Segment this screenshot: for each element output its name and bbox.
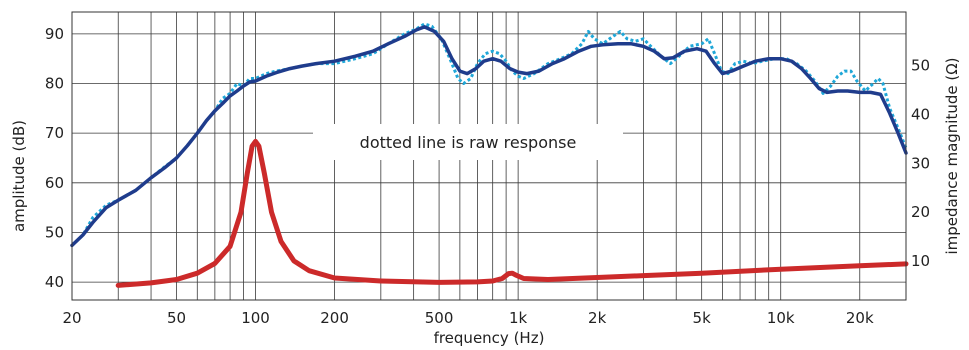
y-tick-label: 60 [45,174,64,192]
y-axis-title: amplitude (dB) [10,120,28,232]
x-tick-label: 1k [509,309,528,327]
y-tick-label: 80 [45,75,64,93]
y2-tick-label: 40 [911,106,930,124]
x-tick-label: 500 [425,309,454,327]
y2-tick-label: 30 [911,154,930,172]
x-tick-label: 50 [167,309,186,327]
x-tick-label: 10k [767,309,795,327]
x-tick-label: 5k [693,309,712,327]
series-line-2 [115,138,909,288]
annotation-text: dotted line is raw response [360,133,577,152]
y2-tick-label: 10 [911,252,930,270]
x-tick-label: 200 [320,309,349,327]
series-line-1 [70,25,908,248]
y2-tick-label: 50 [911,57,930,75]
x-tick-label: 20 [62,309,81,327]
tick-labels: 20 50 100 200 500 1k 2k 5k 10k 20k 40 50 60 70 80 90 10 2… [45,25,930,327]
x-tick-label: 2k [588,309,607,327]
plot-frame [71,11,907,301]
y-tick-label: 40 [45,273,64,291]
x-tick-label: 20k [846,309,874,327]
y-tick-label: 70 [45,124,64,142]
x-axis-title: frequency (Hz) [434,329,545,347]
y2-tick-label: 20 [911,203,930,221]
y2-axis-title: impedance magnitude (Ω) [943,57,961,254]
y-tick-label: 90 [45,25,64,43]
series-lines [70,22,909,288]
x-tick-label: 100 [241,309,270,327]
y-tick-label: 50 [45,223,64,241]
annotation-box [313,124,623,160]
